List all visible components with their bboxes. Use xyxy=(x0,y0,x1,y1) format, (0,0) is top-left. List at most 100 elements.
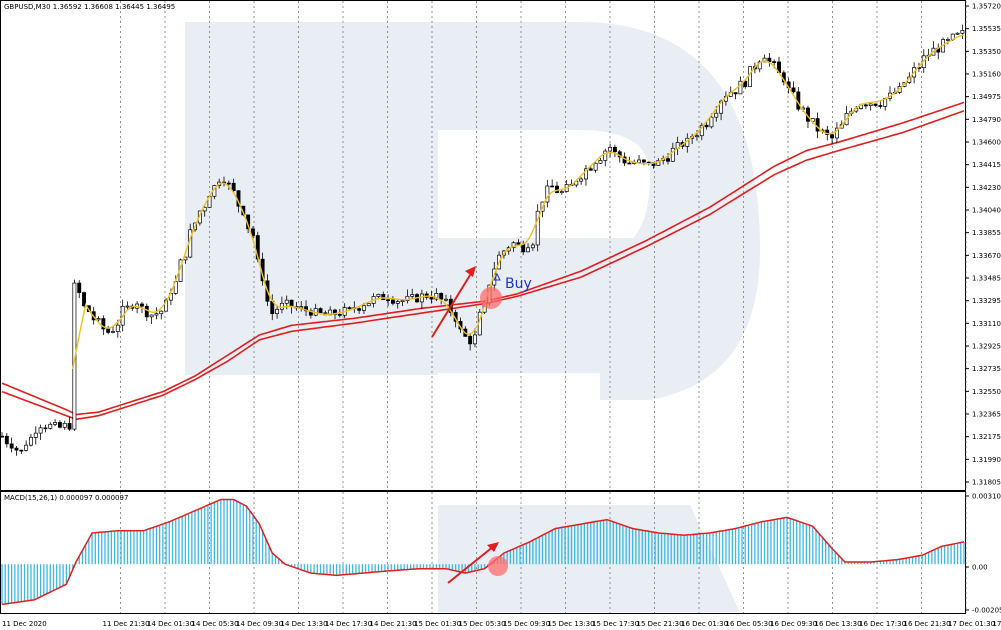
candle xyxy=(598,157,603,165)
time-tick-label: 14 Dec 01:30 xyxy=(147,620,194,628)
candle xyxy=(67,416,72,431)
candle xyxy=(226,180,231,190)
time-tick-label: 16 Dec 17:30 xyxy=(859,620,906,628)
macd-tick-label: 0.00 xyxy=(972,564,988,572)
time-tick-label: 17 Dec 01:30 xyxy=(948,620,995,628)
candle xyxy=(279,296,284,314)
time-tick-label: 15 Dec 21:30 xyxy=(637,620,684,628)
price-tick-label: 1.33670 xyxy=(972,252,1001,260)
price-tick-label: 1.35350 xyxy=(972,48,1001,56)
candle xyxy=(38,424,43,441)
candle xyxy=(390,296,395,306)
price-y-axis: 1.35720 1.35535 1.35350 1.35160 1.34975 1.347… xyxy=(965,3,1001,487)
candle xyxy=(77,280,82,299)
time-tick-label: 14 Dec 09:30 xyxy=(236,620,283,628)
candle xyxy=(405,289,410,304)
candle xyxy=(62,420,67,430)
price-tick-label: 1.32175 xyxy=(972,433,1001,441)
candle xyxy=(473,328,477,348)
candle xyxy=(439,292,444,305)
candle xyxy=(395,299,400,309)
price-tick-label: 1.31990 xyxy=(972,456,1001,464)
macd-y-axis: 0.003103 0.00 -0.002053 xyxy=(965,493,1001,615)
candle xyxy=(767,53,772,67)
candle xyxy=(429,290,434,304)
price-tick-label: 1.33855 xyxy=(972,229,1001,237)
macd-signal-line xyxy=(1,498,965,606)
candle xyxy=(357,307,362,314)
candle xyxy=(231,178,236,193)
time-tick-label: 14 Dec 05:30 xyxy=(192,620,239,628)
candle xyxy=(125,301,130,311)
candle xyxy=(144,303,149,322)
candle xyxy=(419,289,424,309)
candle xyxy=(14,446,19,456)
candle xyxy=(834,122,839,144)
candle xyxy=(878,101,883,109)
candle xyxy=(530,242,535,251)
price-tick-label: 1.35160 xyxy=(972,71,1001,79)
price-tick-label: 1.32550 xyxy=(972,388,1001,396)
candle xyxy=(101,315,106,336)
price-tick-label: 1.34415 xyxy=(972,161,1001,169)
candle xyxy=(33,426,38,445)
candle xyxy=(844,106,849,126)
candle xyxy=(960,24,965,40)
macd-cross-marker xyxy=(488,556,508,576)
candle xyxy=(434,288,439,302)
buy-triangle-icon xyxy=(493,272,501,281)
price-tick-label: 1.35720 xyxy=(972,3,1001,11)
macd-tick-label: 0.003103 xyxy=(972,493,1001,501)
time-tick-label: 15 Dec 05:30 xyxy=(459,620,506,628)
time-tick-label: 15 Dec 17:30 xyxy=(592,620,639,628)
candle xyxy=(608,143,613,158)
candle xyxy=(43,424,48,433)
price-tick-label: 1.32925 xyxy=(972,343,1001,351)
price-tick-label: 1.35535 xyxy=(972,25,1001,33)
candle xyxy=(579,177,584,185)
buy-arrow-macd xyxy=(447,542,499,584)
time-tick-label: 16 Dec 21:30 xyxy=(904,620,951,628)
candle xyxy=(29,433,33,447)
candle xyxy=(593,162,598,173)
price-tick-label: 1.34790 xyxy=(972,116,1001,124)
time-tick-label: 15 Dec 13:30 xyxy=(548,620,595,628)
candle xyxy=(526,243,530,253)
candle xyxy=(9,437,14,453)
candle xyxy=(863,102,868,110)
price-pane-frame xyxy=(0,0,966,491)
time-tick-label: 14 Dec 17:30 xyxy=(325,620,372,628)
candle xyxy=(444,294,448,302)
candle xyxy=(53,419,58,426)
price-tick-label: 1.32735 xyxy=(972,365,1001,373)
macd-header: MACD(15,26,1) 0.000097 0.000097 xyxy=(4,494,128,502)
candle xyxy=(106,325,111,335)
candle xyxy=(888,86,892,102)
time-tick-label: 11 Dec 21:30 xyxy=(103,620,150,628)
candle xyxy=(468,333,473,351)
time-tick-label: 15 Dec 09:30 xyxy=(503,620,550,628)
candle xyxy=(743,79,748,89)
time-tick-label: 14 Dec 21:30 xyxy=(370,620,417,628)
candle xyxy=(82,291,86,308)
candle xyxy=(24,440,29,452)
candle xyxy=(154,307,159,320)
macd-tick-label: -0.002053 xyxy=(972,607,1001,615)
candle xyxy=(791,81,796,94)
candle xyxy=(516,239,521,245)
candle xyxy=(748,66,752,87)
price-tick-label: 1.34040 xyxy=(972,207,1001,215)
time-tick-label: 16 Dec 05:30 xyxy=(726,620,773,628)
price-tick-label: 1.33485 xyxy=(972,275,1001,283)
time-tick-label: 16 Dec 09:30 xyxy=(770,620,817,628)
candle xyxy=(584,164,588,186)
candle xyxy=(603,148,608,167)
price-tick-label: 1.34600 xyxy=(972,139,1001,147)
candle xyxy=(936,43,941,60)
buy-arrow-price xyxy=(431,266,476,338)
candle xyxy=(733,92,738,100)
candle xyxy=(830,132,835,144)
candle xyxy=(366,303,371,307)
